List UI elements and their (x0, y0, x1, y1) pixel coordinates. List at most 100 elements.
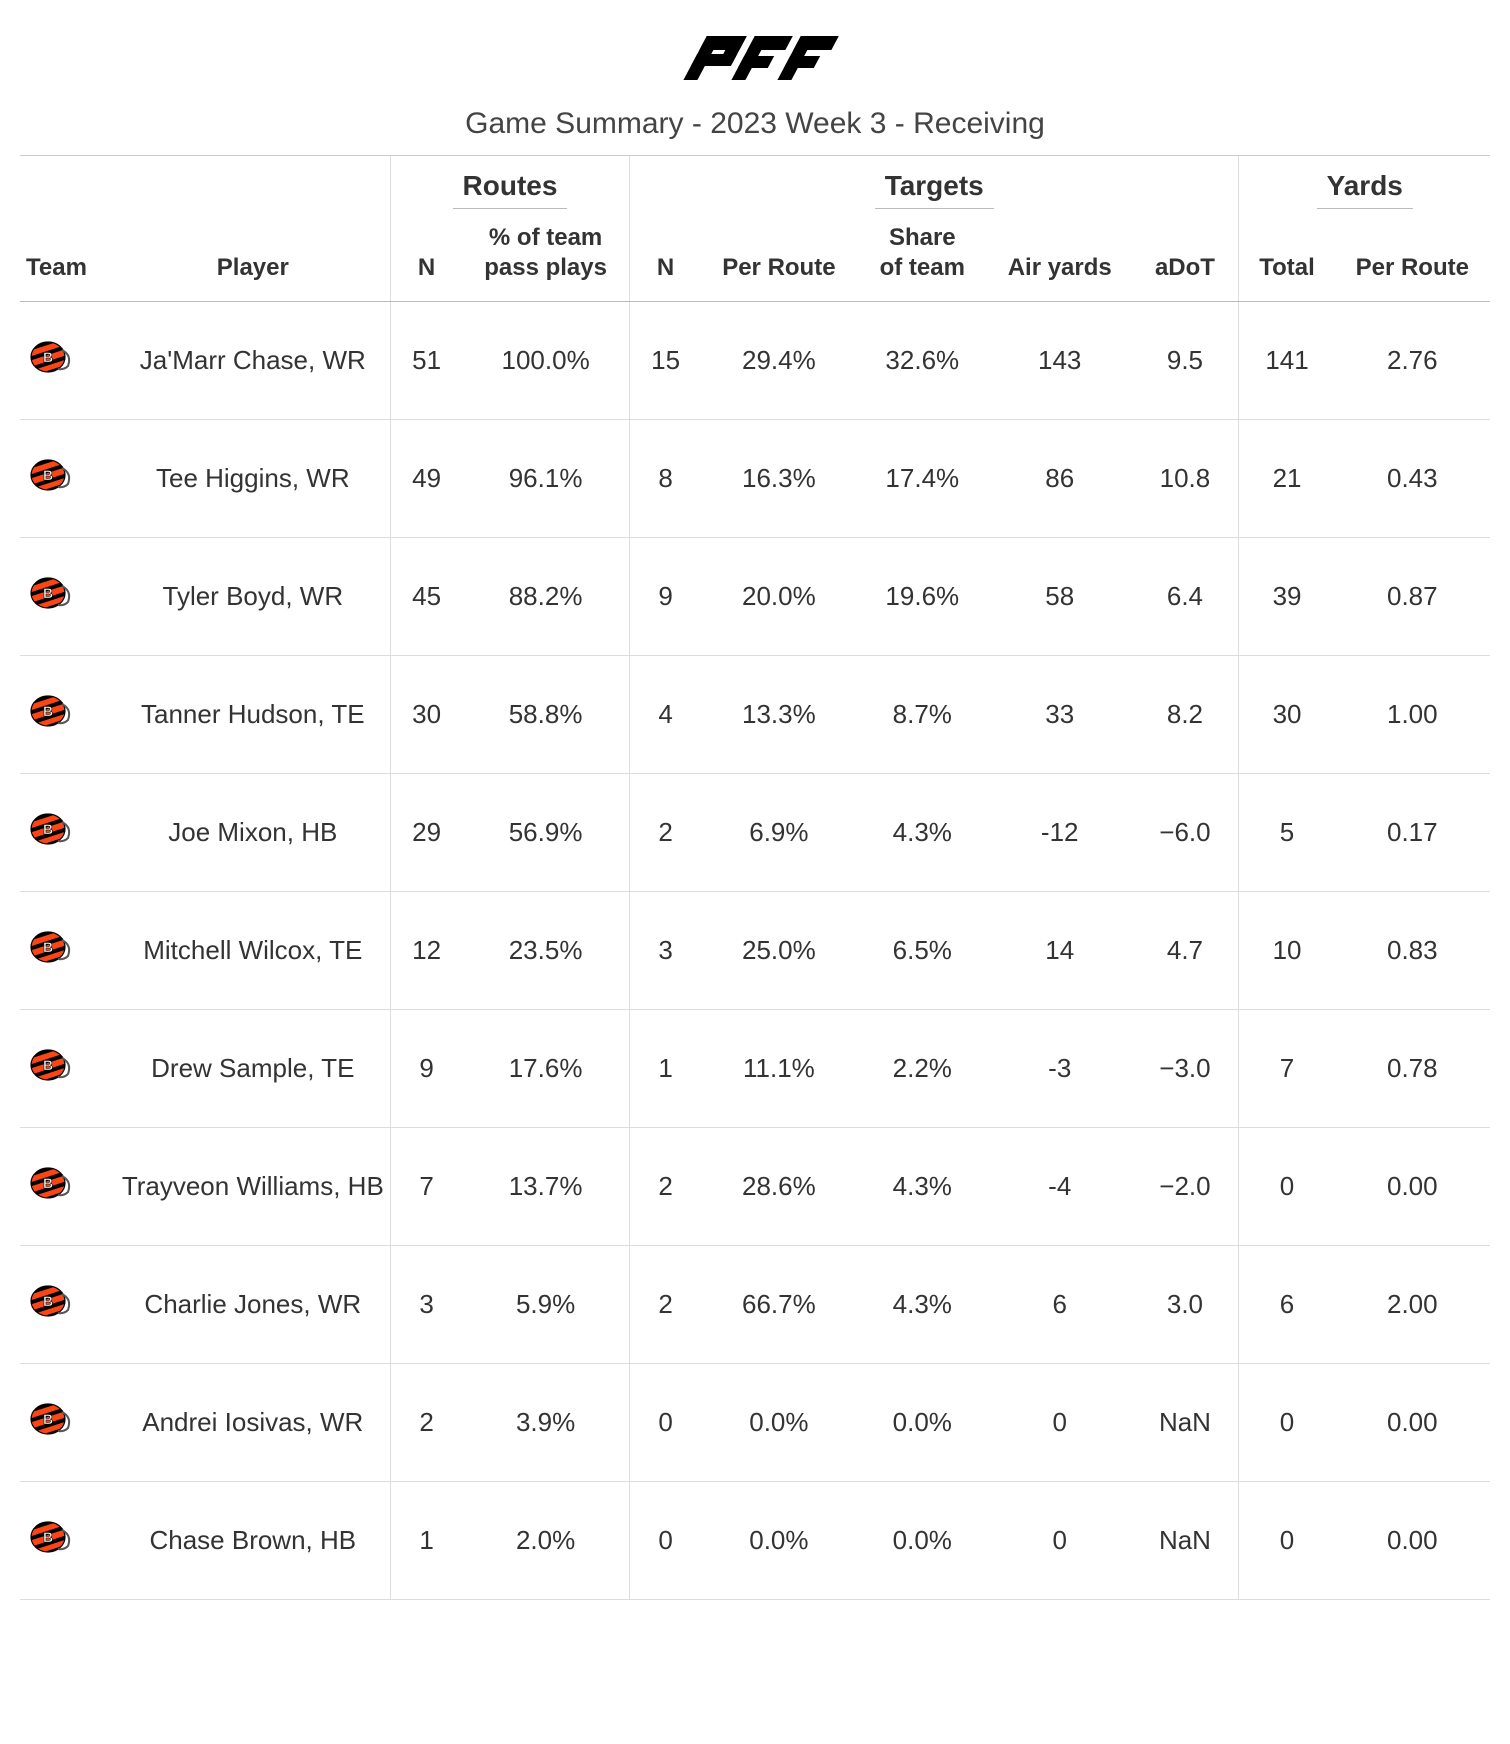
cell-yards-perroute: 0.00 (1335, 1364, 1490, 1482)
page: Game Summary - 2023 Week 3 - Receiving R… (20, 20, 1490, 1600)
cell-targets-adot: NaN (1131, 1482, 1239, 1600)
col-group-targets: Targets (630, 156, 1239, 217)
svg-text:B: B (43, 703, 53, 719)
cell-targets-n: 1 (630, 1010, 702, 1128)
cell-team: B (20, 538, 116, 656)
page-title: Game Summary - 2023 Week 3 - Receiving (20, 99, 1490, 156)
table-row: B Drew Sample, TE 9 17.6% 1 11.1% 2.2% -… (20, 1010, 1490, 1128)
svg-text:B: B (43, 1411, 53, 1427)
cell-targets-n: 3 (630, 892, 702, 1010)
cell-targets-air: -12 (988, 774, 1131, 892)
cell-player: Mitchell Wilcox, TE (116, 892, 391, 1010)
cell-routes-pct: 56.9% (462, 774, 629, 892)
cell-routes-pct: 23.5% (462, 892, 629, 1010)
cell-team: B (20, 1364, 116, 1482)
cell-team: B (20, 656, 116, 774)
table-row: B Tyler Boyd, WR 45 88.2% 9 20.0% 19.6% … (20, 538, 1490, 656)
table-body: B Ja'Marr Chase, WR 51 100.0% 15 29.4% 3… (20, 302, 1490, 1600)
svg-text:B: B (43, 1175, 53, 1191)
team-logo-icon: B (28, 1166, 74, 1207)
cell-yards-total: 5 (1239, 774, 1335, 892)
cell-targets-share: 0.0% (857, 1364, 988, 1482)
cell-targets-n: 9 (630, 538, 702, 656)
cell-targets-perroute: 20.0% (701, 538, 856, 656)
cell-routes-pct: 3.9% (462, 1364, 629, 1482)
cell-yards-perroute: 0.43 (1335, 420, 1490, 538)
cell-yards-total: 10 (1239, 892, 1335, 1010)
cell-team: B (20, 302, 116, 420)
cell-targets-adot: −3.0 (1131, 1010, 1239, 1128)
receiving-table: Routes Targets Yards Team Player N % of … (20, 156, 1490, 1600)
team-logo-icon: B (28, 1284, 74, 1325)
table-row: B Joe Mixon, HB 29 56.9% 2 6.9% 4.3% -12… (20, 774, 1490, 892)
cell-player: Andrei Iosivas, WR (116, 1364, 391, 1482)
table-row: B Tee Higgins, WR 49 96.1% 8 16.3% 17.4%… (20, 420, 1490, 538)
cell-targets-share: 2.2% (857, 1010, 988, 1128)
cell-team: B (20, 1010, 116, 1128)
cell-targets-perroute: 0.0% (701, 1482, 856, 1600)
col-yards-perroute: Per Route (1335, 217, 1490, 302)
cell-yards-perroute: 2.00 (1335, 1246, 1490, 1364)
cell-routes-pct: 58.8% (462, 656, 629, 774)
cell-player: Tee Higgins, WR (116, 420, 391, 538)
svg-text:B: B (43, 1529, 53, 1545)
cell-routes-n: 7 (390, 1128, 462, 1246)
cell-targets-perroute: 25.0% (701, 892, 856, 1010)
cell-targets-air: -3 (988, 1010, 1131, 1128)
col-group-yards: Yards (1239, 156, 1490, 217)
cell-yards-total: 0 (1239, 1364, 1335, 1482)
pff-logo-icon (655, 30, 855, 86)
table-header: Routes Targets Yards Team Player N % of … (20, 156, 1490, 302)
cell-routes-pct: 96.1% (462, 420, 629, 538)
cell-targets-share: 4.3% (857, 774, 988, 892)
cell-yards-perroute: 0.83 (1335, 892, 1490, 1010)
svg-text:B: B (43, 585, 53, 601)
cell-player: Trayveon Williams, HB (116, 1128, 391, 1246)
cell-targets-air: 0 (988, 1364, 1131, 1482)
cell-targets-share: 17.4% (857, 420, 988, 538)
cell-player: Drew Sample, TE (116, 1010, 391, 1128)
team-logo-icon: B (28, 812, 74, 853)
cell-yards-perroute: 2.76 (1335, 302, 1490, 420)
col-targets-share: Shareof team (857, 217, 988, 302)
cell-targets-adot: NaN (1131, 1364, 1239, 1482)
col-routes-pct: % of teampass plays (462, 217, 629, 302)
team-logo-icon: B (28, 1520, 74, 1561)
cell-player: Charlie Jones, WR (116, 1246, 391, 1364)
cell-routes-pct: 2.0% (462, 1482, 629, 1600)
svg-text:B: B (43, 349, 53, 365)
cell-routes-n: 45 (390, 538, 462, 656)
cell-routes-n: 3 (390, 1246, 462, 1364)
col-targets-adot: aDoT (1131, 217, 1239, 302)
cell-targets-adot: −6.0 (1131, 774, 1239, 892)
cell-targets-perroute: 29.4% (701, 302, 856, 420)
cell-targets-air: 33 (988, 656, 1131, 774)
team-logo-icon: B (28, 1402, 74, 1443)
cell-targets-share: 32.6% (857, 302, 988, 420)
team-logo-icon: B (28, 576, 74, 617)
cell-team: B (20, 892, 116, 1010)
col-group-routes: Routes (390, 156, 629, 217)
cell-team: B (20, 1482, 116, 1600)
col-routes-n: N (390, 217, 462, 302)
team-logo-icon: B (28, 930, 74, 971)
table-row: B Andrei Iosivas, WR 2 3.9% 0 0.0% 0.0% … (20, 1364, 1490, 1482)
team-logo-icon: B (28, 340, 74, 381)
col-yards-total: Total (1239, 217, 1335, 302)
cell-routes-n: 9 (390, 1010, 462, 1128)
table-row: B Chase Brown, HB 1 2.0% 0 0.0% 0.0% 0 N… (20, 1482, 1490, 1600)
cell-targets-adot: 4.7 (1131, 892, 1239, 1010)
cell-yards-perroute: 0.00 (1335, 1128, 1490, 1246)
table-row: B Trayveon Williams, HB 7 13.7% 2 28.6% … (20, 1128, 1490, 1246)
cell-routes-pct: 88.2% (462, 538, 629, 656)
col-targets-n: N (630, 217, 702, 302)
cell-targets-perroute: 28.6% (701, 1128, 856, 1246)
cell-targets-share: 4.3% (857, 1128, 988, 1246)
cell-routes-n: 30 (390, 656, 462, 774)
cell-targets-share: 8.7% (857, 656, 988, 774)
cell-routes-n: 1 (390, 1482, 462, 1600)
col-team: Team (20, 217, 116, 302)
cell-targets-perroute: 16.3% (701, 420, 856, 538)
cell-targets-adot: 6.4 (1131, 538, 1239, 656)
cell-targets-n: 15 (630, 302, 702, 420)
